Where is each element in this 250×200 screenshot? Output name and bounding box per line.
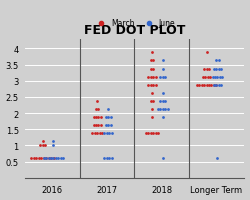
Legend: March, June: March, June	[92, 18, 175, 29]
Title: FED DOT PLOT: FED DOT PLOT	[83, 24, 184, 37]
